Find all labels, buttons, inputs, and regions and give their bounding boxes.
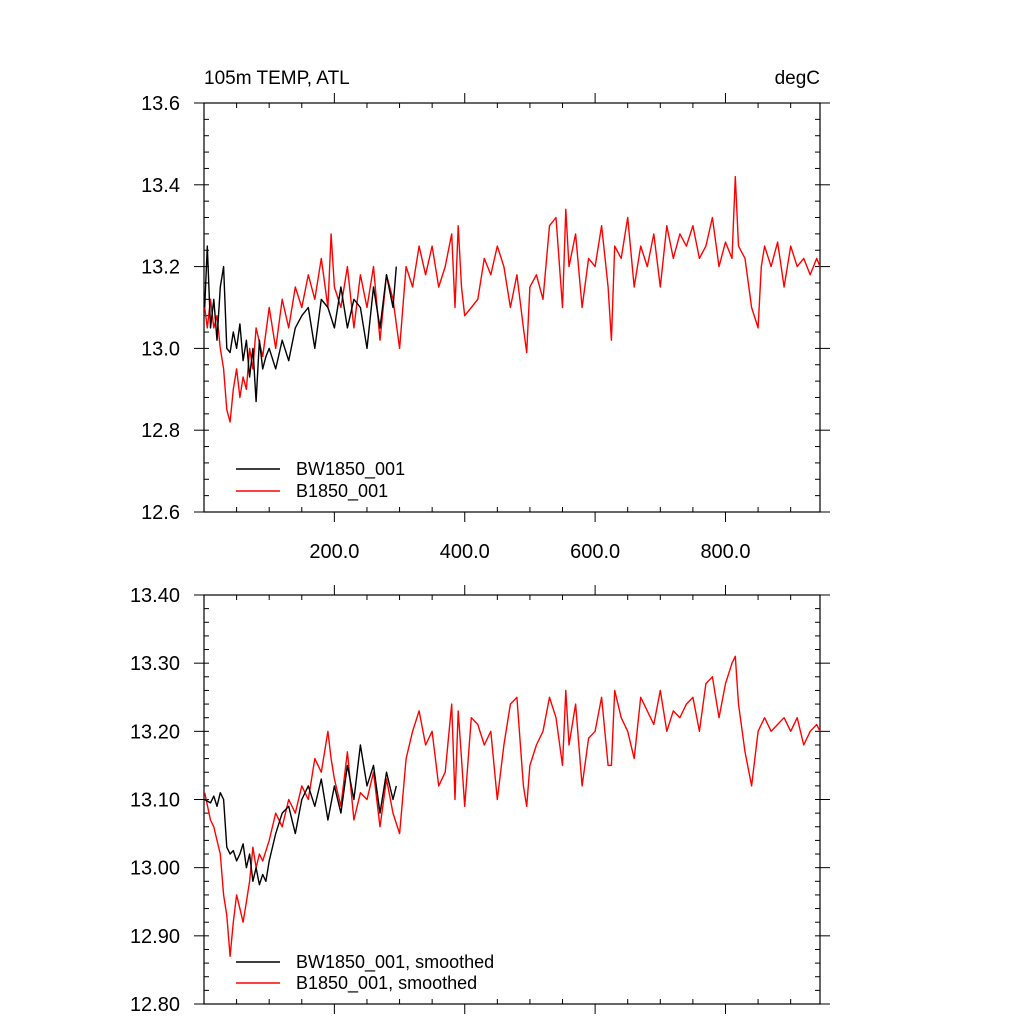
bottom-series-line-b1850 (204, 655, 821, 957)
bottom-ticks: 12.80 12.90 13.00 13.10 13.20 13.30 13.40 (130, 585, 830, 1016)
bottom-y-tick-label: 13.00 (130, 858, 180, 880)
top-legend-label-bw1850: BW1850_001 (296, 459, 405, 480)
bottom-series-line-bw1850 (204, 744, 397, 886)
top-panel: 200.0 400.0 600.0 800.0 12.6 12.8 13.0 13.2 13.4… (141, 68, 830, 563)
bottom-series-lines (204, 655, 821, 957)
top-y-tick-label: 13.2 (141, 257, 180, 279)
top-y-tick-label: 13.0 (141, 338, 180, 360)
top-x-tick-label: 800.0 (700, 541, 750, 563)
bottom-y-tick-label: 13.20 (130, 721, 180, 743)
top-y-tick-label: 12.6 (141, 502, 180, 524)
bottom-y-tick-label: 13.10 (130, 790, 180, 812)
top-plot-frame (203, 102, 821, 513)
top-y-tick-label: 13.4 (141, 175, 180, 197)
top-title-right: degC (775, 68, 820, 89)
bottom-legend: BW1850_001, smoothed B1850_001, smoothed (236, 952, 494, 994)
top-legend-label-b1850: B1850_001 (296, 481, 388, 502)
bottom-legend-label-bw1850: BW1850_001, smoothed (296, 952, 494, 973)
top-series-lines (204, 175, 821, 423)
top-x-tick-label: 600.0 (570, 541, 620, 563)
top-y-tick-label: 13.6 (141, 93, 180, 115)
bottom-y-tick-label: 12.90 (130, 926, 180, 948)
top-series-line-bw1850 (204, 245, 397, 403)
top-title-left: 105m TEMP, ATL (204, 68, 350, 89)
bottom-y-tick-label: 13.40 (130, 585, 180, 607)
bottom-plot-frame (203, 594, 821, 1005)
top-series-line-b1850 (204, 175, 821, 423)
top-y-tick-label: 12.8 (141, 420, 180, 442)
bottom-y-tick-label: 12.80 (130, 994, 180, 1016)
top-x-tick-label: 200.0 (309, 541, 359, 563)
top-legend: BW1850_001 B1850_001 (236, 459, 405, 502)
top-ticks: 200.0 400.0 600.0 800.0 12.6 12.8 13.0 13.2 13.4… (141, 93, 830, 563)
top-x-tick-label: 400.0 (440, 541, 490, 563)
bottom-panel: 12.80 12.90 13.00 13.10 13.20 13.30 13.40 BW18… (130, 585, 830, 1016)
bottom-y-tick-label: 13.30 (130, 653, 180, 675)
bottom-legend-label-b1850: B1850_001, smoothed (296, 973, 477, 994)
